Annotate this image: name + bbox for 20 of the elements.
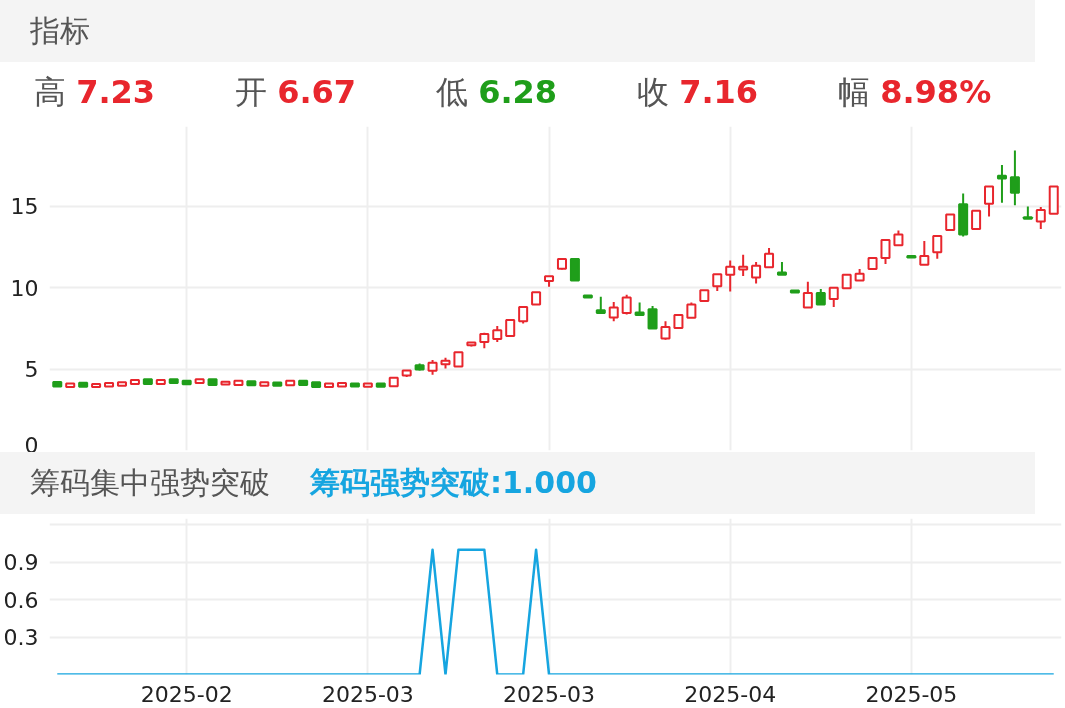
y-tick-label: 10: [10, 275, 39, 301]
x-tick-label: 2025-03: [503, 681, 595, 707]
y-tick-label: 0.6: [3, 587, 39, 613]
text: 收 7.16: [637, 73, 759, 111]
y-tick-label: 0.9: [3, 550, 39, 576]
x-tick-label: 2025-02: [140, 681, 233, 707]
y-tick-label: 0.3: [3, 625, 39, 651]
y-tick-label: 0: [24, 432, 39, 458]
x-tick-label: 2025-04: [684, 681, 777, 707]
y-tick-label: 5: [24, 357, 39, 383]
x-tick-label: 2025-03: [321, 681, 414, 707]
chart-title: 指标: [0, 0, 1035, 62]
chart-subtitle: 筹码强势突破:1.000: [310, 465, 597, 500]
text: 高 7.23: [34, 73, 156, 111]
y-tick-label: 15: [10, 194, 39, 220]
x-tick-label: 2025-05: [865, 681, 958, 707]
text: 幅 8.98%: [838, 73, 992, 111]
text: 低 6.28: [436, 73, 558, 111]
chart-title: 筹码集中强势突破: [30, 465, 270, 500]
text: 开 6.67: [235, 73, 357, 111]
